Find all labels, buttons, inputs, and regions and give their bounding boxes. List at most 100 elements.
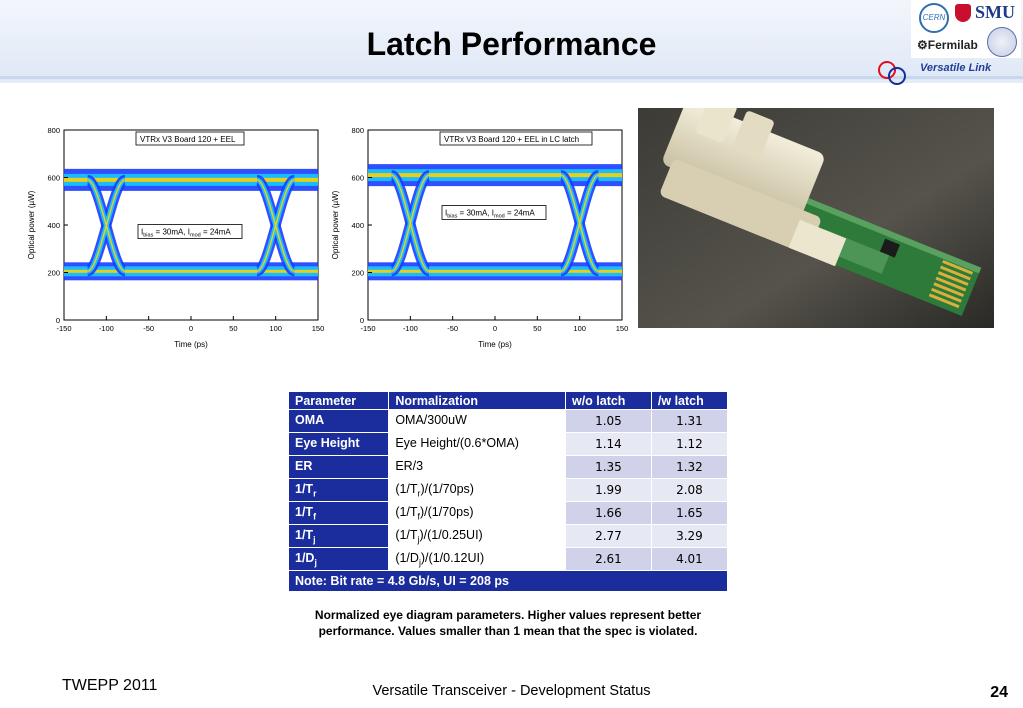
without-latch-value: 1.14 — [564, 432, 652, 456]
oxford-crest-icon — [987, 27, 1017, 57]
x-tick-label: -100 — [99, 324, 114, 333]
transceiver-photo — [638, 108, 994, 328]
norm-sub: r — [417, 488, 421, 499]
table-row: OMA OMA/300uW 1.05 1.31 — [287, 409, 729, 433]
without-latch-value: 1.66 — [564, 501, 652, 525]
param-sub: f — [313, 511, 316, 522]
x-tick-label: -150 — [360, 324, 375, 333]
x-axis-label: Time (ps) — [174, 340, 208, 349]
x-tick-label: 50 — [533, 324, 541, 333]
without-latch-value: 1.35 — [564, 455, 652, 479]
header-without-latch: w/o latch — [564, 391, 652, 410]
x-tick-label: 150 — [312, 324, 325, 333]
y-tick-label: 800 — [351, 126, 364, 135]
y-tick-label: 0 — [56, 316, 60, 325]
x-tick-label: 0 — [189, 324, 193, 333]
with-latch-value: 1.32 — [650, 455, 729, 479]
param-sub: j — [314, 557, 317, 568]
y-tick-label: 400 — [351, 221, 364, 230]
partner-logos: CERN SMU ⚙Fermilab — [911, 0, 1021, 58]
norm-sub: f — [417, 511, 420, 522]
norm-cell: OMA/300uW — [388, 409, 566, 433]
without-latch-value: 1.05 — [564, 409, 652, 433]
fermilab-logo: ⚙Fermilab — [917, 38, 978, 52]
param-label: ER — [295, 458, 313, 473]
norm-cell: Eye Height/(0.6*OMA) — [388, 432, 566, 456]
table-row: Eye Height Eye Height/(0.6*OMA) 1.14 1.1… — [287, 432, 729, 456]
table-row: 1/Dj (1/Dj)/(1/0.12UI) 2.61 4.01 — [287, 547, 729, 571]
norm-cell: (1/Tf)/(1/70ps) — [388, 501, 566, 525]
y-tick-label: 200 — [351, 269, 364, 278]
norm-label: (1/T — [395, 481, 418, 496]
slide-title: Latch Performance — [366, 26, 657, 62]
table-row: 1/Tr (1/Tr)/(1/70ps) 1.99 2.08 — [287, 478, 729, 502]
table-row: 1/Tj (1/Tj)/(1/0.25UI) 2.77 3.29 — [287, 524, 729, 548]
fermilab-label: Fermilab — [927, 38, 978, 52]
norm-tail: )/(1/70ps) — [419, 504, 474, 519]
y-tick-label: 0 — [360, 316, 364, 325]
param-cell: Eye Height — [287, 432, 390, 456]
annotation-label: Ibias = 30mA, Imod = 24mA — [445, 209, 535, 220]
versatile-link-rings-icon — [878, 61, 906, 85]
annotation-label: Ibias = 30mA, Imod = 24mA — [141, 228, 231, 239]
eye-transition-falling — [391, 174, 430, 273]
param-label: OMA — [295, 412, 325, 427]
with-latch-value: 1.65 — [650, 501, 729, 525]
table-row: ER ER/3 1.35 1.32 — [287, 455, 729, 479]
x-tick-label: 100 — [573, 324, 586, 333]
with-latch-value: 2.08 — [650, 478, 729, 502]
with-latch-value: 4.01 — [650, 547, 729, 571]
param-cell: OMA — [287, 409, 390, 433]
eye-transition-falling — [256, 179, 295, 273]
norm-label: ER/3 — [395, 458, 424, 473]
without-latch-value: 1.99 — [564, 478, 652, 502]
norm-label: Eye Height/(0.6*OMA) — [395, 435, 519, 450]
versatile-link-logo: Versatile Link — [920, 62, 992, 74]
table-note: Note: Bit rate = 4.8 Gb/s, UI = 208 ps — [288, 570, 728, 592]
x-tick-label: -50 — [143, 324, 154, 333]
norm-cell: (1/Dj)/(1/0.12UI) — [388, 547, 566, 571]
param-label: 1/T — [295, 504, 314, 519]
norm-label: OMA/300uW — [395, 412, 467, 427]
param-label: 1/T — [295, 481, 314, 496]
norm-label: (1/T — [395, 504, 418, 519]
y-tick-label: 600 — [351, 174, 364, 183]
header-divider-2 — [0, 80, 1023, 83]
param-cell: 1/Tr — [287, 478, 390, 502]
eye-transition-falling — [560, 174, 599, 273]
param-sub: r — [313, 488, 317, 499]
y-tick-label: 800 — [47, 126, 60, 135]
series-label: VTRx V3 Board 120 + EEL — [140, 135, 236, 144]
norm-label: (1/D — [395, 550, 419, 565]
header-with-latch: /w latch — [650, 391, 729, 410]
norm-tail: )/(1/0.12UI) — [420, 550, 485, 565]
y-tick-label: 600 — [47, 174, 60, 183]
y-tick-label: 200 — [47, 269, 60, 278]
param-label: 1/D — [295, 550, 315, 565]
x-tick-label: 100 — [269, 324, 282, 333]
without-latch-value: 2.77 — [564, 524, 652, 548]
y-axis-label: Optical power (µW) — [331, 190, 340, 259]
norm-cell: (1/Tj)/(1/0.25UI) — [388, 524, 566, 548]
annotation-box — [137, 224, 243, 239]
with-latch-value: 3.29 — [650, 524, 729, 548]
with-latch-value: 1.31 — [650, 409, 729, 433]
header-normalization: Normalization — [388, 391, 566, 410]
param-cell: 1/Tj — [287, 524, 390, 548]
x-tick-label: -150 — [56, 324, 71, 333]
table-header-row: Parameter Normalization w/o latch /w lat… — [287, 391, 729, 410]
slide-header — [0, 0, 1023, 80]
page-number: 24 — [990, 684, 1008, 701]
table-note-row: Note: Bit rate = 4.8 Gb/s, UI = 208 ps — [288, 570, 728, 592]
param-label: 1/T — [295, 527, 314, 542]
parameters-table: Parameter Normalization w/o latch /w lat… — [287, 391, 729, 592]
norm-sub: j — [418, 557, 421, 568]
x-tick-label: -100 — [403, 324, 418, 333]
y-axis-label: Optical power (µW) — [27, 190, 36, 259]
with-latch-value: 1.12 — [650, 432, 729, 456]
norm-tail: )/(1/0.25UI) — [419, 527, 483, 542]
header-divider — [0, 76, 1023, 79]
table-row: 1/Tf (1/Tf)/(1/70ps) 1.66 1.65 — [287, 501, 729, 525]
x-axis-label: Time (ps) — [478, 340, 512, 349]
